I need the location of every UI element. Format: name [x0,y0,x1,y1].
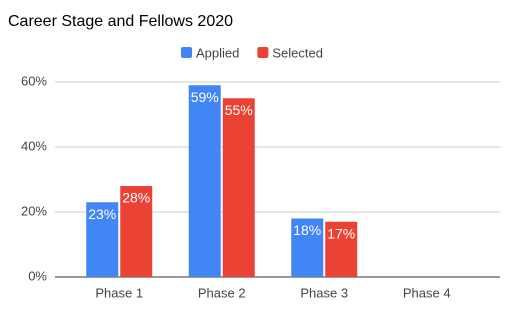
x-tick-label: Phase 3 [300,285,348,300]
bar [222,98,255,277]
legend-swatch [181,47,192,58]
value-label: 55% [225,102,253,118]
bar [120,186,153,277]
y-tick-label: 60% [21,73,47,88]
legend-label: Applied [196,45,239,60]
y-tick-label: 40% [21,138,47,153]
bar [325,221,358,277]
value-label: 59% [191,89,219,105]
value-label: 23% [88,206,116,222]
legend-label: Selected [272,45,323,60]
bar [188,85,221,277]
x-tick-label: Phase 1 [95,285,143,300]
y-tick-label: 20% [21,203,47,218]
bar [291,218,324,277]
x-tick-label: Phase 4 [403,285,451,300]
y-tick-label: 0% [28,268,47,283]
value-label: 28% [122,190,150,206]
legend-swatch [257,47,269,58]
x-tick-label: Phase 2 [198,285,246,300]
value-label: 17% [327,225,355,241]
bar [86,202,119,277]
value-label: 18% [293,222,321,238]
chart-title: Career Stage and Fellows 2020 [8,13,233,30]
